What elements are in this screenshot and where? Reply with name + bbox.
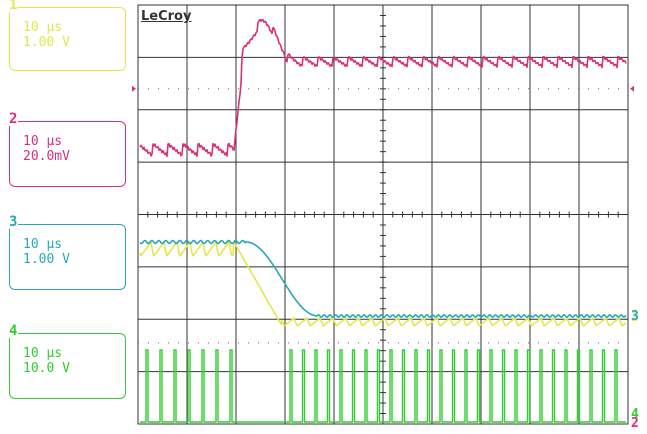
channel-4-edge-label: 4 (631, 407, 639, 422)
channel-3-trace (139, 239, 627, 319)
channel-1-number: 1 (8, 0, 19, 13)
channel-2-scale: 20.0mV (23, 149, 70, 164)
channel-1-info[interactable]: 1 10 µs 1.00 V (8, 0, 126, 71)
channel-4-scale: 10.0 V (23, 361, 70, 376)
channel-4-number: 4 (8, 323, 19, 339)
channel-1-scale: 1.00 V (23, 35, 70, 50)
channel-2-trigger-marker (132, 85, 136, 92)
graticule (137, 4, 629, 425)
channel-2-number: 2 (8, 111, 19, 127)
traces (139, 18, 627, 423)
channel-2-level-marker (630, 85, 634, 92)
channel-1-timebase: 10 µs (23, 20, 63, 35)
channel-2-info[interactable]: 2 10 µs 20.0mV (8, 112, 126, 187)
brand-logo: LeCroy (141, 9, 192, 24)
channel-3-timebase: 10 µs (23, 237, 63, 252)
channel-4-timebase: 10 µs (23, 346, 63, 361)
channel-3-number: 3 (8, 214, 19, 230)
channel-2-timebase: 10 µs (23, 134, 63, 149)
channel-3-info[interactable]: 3 10 µs 1.00 V (8, 215, 126, 290)
channel-1-trace (139, 241, 627, 327)
channel-4-trace (140, 349, 626, 423)
channel-4-info[interactable]: 4 10 µs 10.0 V (8, 324, 126, 399)
channel-1-edge-label: 3 (631, 310, 639, 325)
channel-2-trace (139, 18, 627, 158)
channel-3-edge-label: 3 (631, 309, 639, 324)
channel-3-scale: 1.00 V (23, 252, 70, 267)
channel-2-edge-label: 2 (631, 416, 639, 431)
